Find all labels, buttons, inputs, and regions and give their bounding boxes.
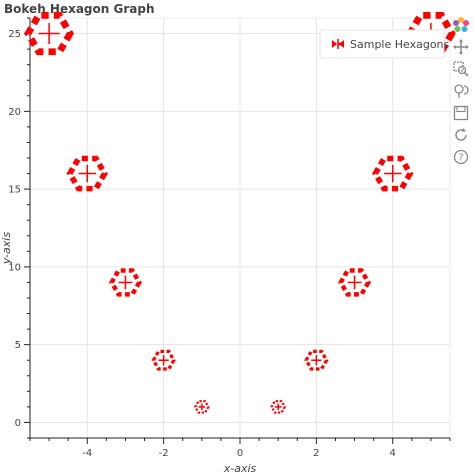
- x-tick-label: 4: [390, 448, 396, 459]
- help-icon[interactable]: ?: [452, 148, 470, 166]
- y-tick-label: 0: [15, 418, 21, 429]
- data-point: [151, 349, 176, 371]
- box-zoom-icon[interactable]: [452, 60, 470, 78]
- x-tick-label: 2: [313, 448, 319, 459]
- data-point: [304, 349, 329, 371]
- y-tick-label: 5: [15, 340, 21, 351]
- svg-text:?: ?: [458, 153, 463, 164]
- y-axis-label: y-axis: [0, 232, 13, 265]
- data-point: [24, 12, 74, 56]
- toolbar: ?: [452, 16, 472, 170]
- data-point: [270, 400, 287, 414]
- legend: Sample Hexagons: [319, 29, 450, 59]
- data-point: [338, 268, 371, 297]
- y-tick-label: 15: [8, 185, 21, 196]
- y-tick-label: 25: [8, 29, 21, 40]
- legend-glyph: [332, 39, 344, 49]
- y-tick-label: 10: [8, 262, 21, 273]
- x-tick-label: 0: [237, 448, 243, 459]
- reset-icon[interactable]: [452, 126, 470, 144]
- x-axis-label: x-axis: [223, 462, 257, 475]
- bokeh-logo-icon[interactable]: [452, 16, 470, 34]
- data-point: [193, 400, 210, 414]
- axes: -4 -2 0 2 4 0 5 10 15 20 25: [8, 17, 451, 459]
- save-icon[interactable]: [452, 104, 470, 122]
- grid-lines: [30, 18, 450, 438]
- data-point: [109, 268, 142, 297]
- x-tick-label: -2: [159, 448, 169, 459]
- pan-icon[interactable]: [452, 38, 470, 56]
- x-tick-label: -4: [82, 448, 92, 459]
- data-point: [66, 155, 108, 192]
- legend-label: Sample Hexagons: [350, 38, 450, 51]
- wheel-zoom-icon[interactable]: [452, 82, 470, 100]
- data-point: [372, 155, 414, 192]
- y-tick-label: 20: [8, 107, 21, 118]
